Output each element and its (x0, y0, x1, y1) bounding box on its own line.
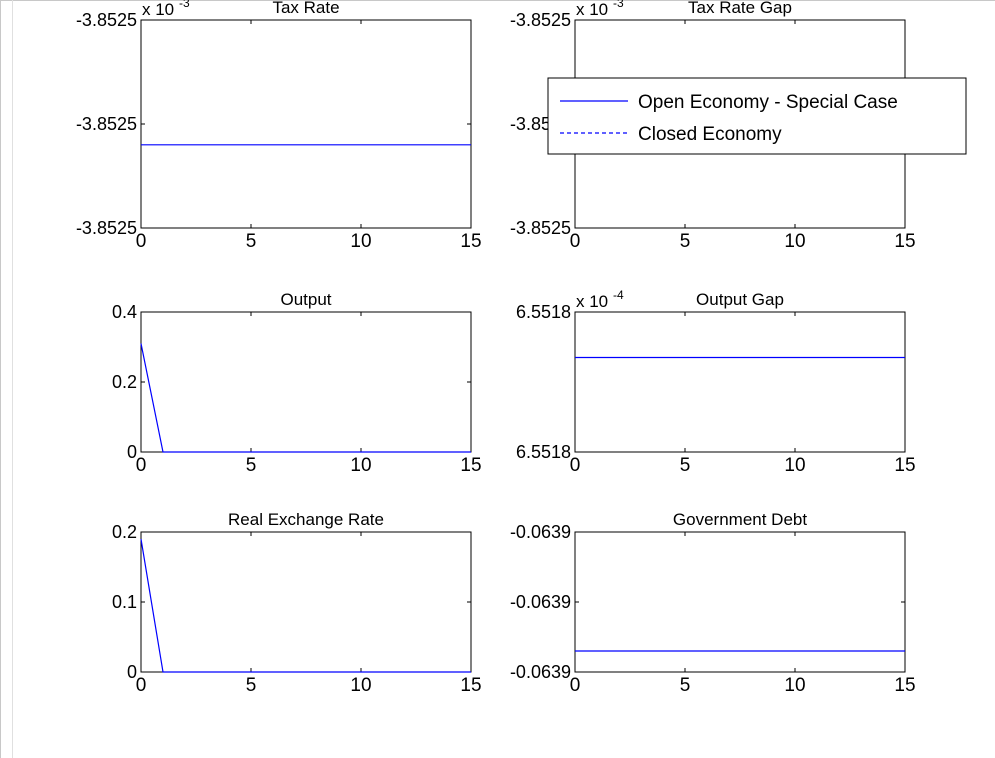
y-tick-label: 0.2 (112, 372, 137, 392)
legend-label: Open Economy - Special Case (638, 92, 898, 113)
y-tick-label: -3.8525 (510, 218, 571, 238)
y-tick-label: -3.8525 (76, 114, 137, 134)
x-tick-label: 15 (460, 455, 481, 476)
series-line (140, 538, 471, 673)
x-tick-label: 10 (350, 455, 371, 476)
exponent-power: -3 (613, 0, 624, 10)
exponent-base: x 10 (576, 0, 608, 19)
axes-frame (140, 311, 472, 453)
legend-label: Closed Economy (638, 124, 782, 145)
x-tick-label: 10 (350, 231, 371, 252)
axes-frame (140, 19, 472, 229)
y-tick-label: 6.5518 (516, 442, 571, 462)
x-tick-label: 5 (246, 455, 257, 476)
exponent-power: -4 (613, 288, 624, 302)
exponent-power: -3 (179, 0, 190, 10)
x-tick-label: 5 (680, 675, 691, 696)
x-tick-label: 15 (460, 231, 481, 252)
y-tick-label: -3.8525 (76, 218, 137, 238)
x-tick-label: 0 (570, 675, 581, 696)
exponent-base: x 10 (576, 292, 608, 311)
x-tick-label: 10 (784, 455, 805, 476)
x-tick-label: 10 (350, 675, 371, 696)
y-tick-label: 0.4 (112, 302, 137, 322)
x-tick-label: 0 (136, 455, 147, 476)
plot-title: Tax Rate Gap (688, 0, 792, 17)
y-tick-label: -3.8525 (76, 10, 137, 30)
x-tick-label: 0 (136, 231, 147, 252)
x-tick-label: 0 (570, 455, 581, 476)
x-tick-label: 5 (246, 231, 257, 252)
x-tick-label: 15 (894, 675, 915, 696)
y-tick-label: 6.5518 (516, 302, 571, 322)
x-tick-label: 15 (894, 455, 915, 476)
x-tick-label: 5 (680, 455, 691, 476)
axes-frame (140, 531, 472, 673)
y-tick-label: 0 (127, 662, 137, 682)
window-border-left (0, 0, 1, 758)
plot-title: Real Exchange Rate (228, 510, 384, 529)
y-tick-label: -0.0639 (510, 522, 571, 542)
figure-border-left (12, 0, 13, 758)
x-tick-label: 0 (570, 231, 581, 252)
y-tick-label: 0 (127, 442, 137, 462)
window-border-top (0, 0, 995, 1)
x-tick-label: 10 (784, 675, 805, 696)
series-line (140, 343, 471, 453)
exponent-base: x 10 (142, 0, 174, 19)
y-tick-label: 0.2 (112, 522, 137, 542)
plot-title: Tax Rate (272, 0, 339, 17)
plot-title: Output Gap (696, 290, 784, 309)
plot-title: Government Debt (673, 510, 807, 529)
legend-box (547, 77, 967, 155)
y-tick-label: -0.0639 (510, 592, 571, 612)
x-tick-label: 0 (136, 675, 147, 696)
x-tick-label: 10 (784, 231, 805, 252)
y-tick-label: -0.0639 (510, 662, 571, 682)
x-tick-label: 5 (246, 675, 257, 696)
axes-frame (574, 311, 906, 453)
x-tick-label: 15 (894, 231, 915, 252)
y-tick-label: 0.1 (112, 592, 137, 612)
plot-title: Output (280, 290, 331, 309)
y-tick-label: -3.8525 (510, 10, 571, 30)
x-tick-label: 15 (460, 675, 481, 696)
x-tick-label: 5 (680, 231, 691, 252)
